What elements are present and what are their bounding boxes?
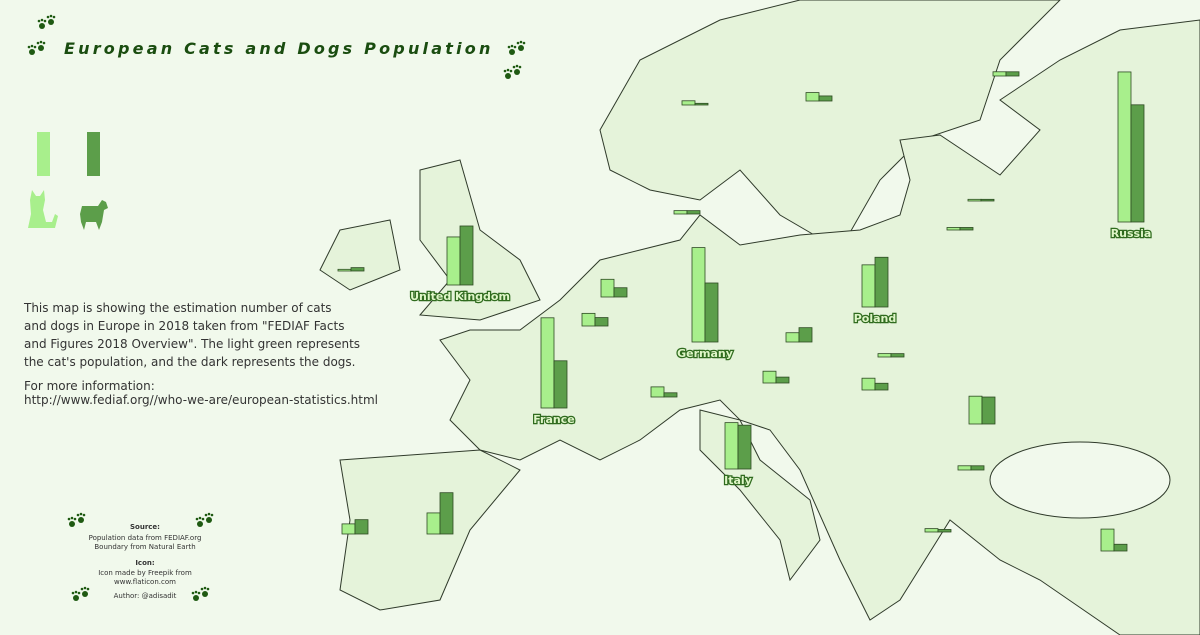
icon-line: Icon made by Freepik from bbox=[98, 569, 192, 577]
source-line: Population data from FEDIAF.org bbox=[89, 534, 202, 542]
legend-swatch bbox=[87, 132, 100, 176]
dog-bar bbox=[350, 267, 365, 272]
chart-title: European Cats and Dogs Population bbox=[64, 39, 494, 58]
dog-bar bbox=[459, 225, 474, 286]
icon-title: Icon: bbox=[135, 559, 155, 567]
source-line: Boundary from Natural Earth bbox=[94, 543, 195, 551]
ireland bbox=[319, 219, 401, 291]
cat-bar bbox=[861, 264, 876, 308]
dog-bar bbox=[874, 256, 889, 308]
author: Author: @adisadit bbox=[114, 592, 177, 600]
cat-bar bbox=[540, 317, 555, 409]
paw-icons bbox=[27, 14, 526, 601]
dog-bar bbox=[1113, 543, 1128, 552]
bars: Russia Germany France United Kingdom Italy Po… bbox=[337, 71, 1153, 552]
cat-bar bbox=[673, 210, 688, 215]
description-line: and Figures 2018 Overview". The light gr… bbox=[24, 337, 360, 351]
cat-bar bbox=[341, 523, 356, 535]
paw bbox=[27, 40, 46, 55]
description-line: This map is showing the estimation numbe… bbox=[23, 301, 332, 315]
country-label: Germany bbox=[677, 347, 733, 360]
dog-bar bbox=[970, 465, 985, 471]
country-label: United Kingdom bbox=[410, 290, 510, 303]
dog-bar bbox=[694, 102, 709, 106]
dog-bar bbox=[553, 360, 568, 409]
cat-bar bbox=[681, 100, 696, 106]
url: http://www.fediaf.org//who-we-are/europe… bbox=[24, 393, 378, 407]
cat-bar bbox=[762, 370, 777, 384]
dog-bar bbox=[980, 198, 995, 202]
paw bbox=[191, 586, 210, 601]
cat-bar bbox=[1117, 71, 1132, 223]
dog-icon bbox=[80, 200, 108, 230]
paw bbox=[195, 512, 214, 527]
cat-bar bbox=[861, 377, 876, 391]
cat-bar bbox=[785, 332, 800, 343]
dog-bar bbox=[613, 287, 628, 298]
paw bbox=[71, 586, 90, 601]
cat-bar bbox=[691, 247, 706, 343]
dog-bar bbox=[737, 424, 752, 470]
description-line: and dogs in Europe in 2018 taken from "F… bbox=[24, 319, 344, 333]
cat-bar bbox=[946, 227, 961, 231]
country-label: France bbox=[533, 413, 574, 426]
dog-bar bbox=[1005, 71, 1020, 77]
paw bbox=[67, 512, 86, 527]
cat-bar bbox=[337, 268, 352, 272]
dog-bar bbox=[354, 519, 369, 535]
cat-bar bbox=[968, 395, 983, 425]
more-info: For more information: bbox=[24, 379, 155, 393]
source-title: Source: bbox=[130, 523, 160, 531]
cat-bar bbox=[446, 236, 461, 286]
dog-bar bbox=[1130, 104, 1145, 223]
icon-line: www.flaticon.com bbox=[114, 578, 176, 586]
country-label: Poland bbox=[854, 312, 897, 325]
cat-bar bbox=[924, 528, 939, 533]
paw bbox=[507, 40, 526, 55]
country-label: Italy bbox=[724, 474, 752, 487]
dog-bar bbox=[959, 227, 974, 231]
cat-bar bbox=[805, 92, 820, 102]
cat-bar bbox=[877, 353, 892, 358]
dog-bar bbox=[981, 396, 996, 425]
cat-bar bbox=[581, 312, 596, 327]
black-sea bbox=[989, 441, 1171, 519]
cat-bar bbox=[957, 465, 972, 471]
legend-swatch bbox=[37, 132, 50, 176]
dog-bar bbox=[594, 317, 609, 327]
cat-bar bbox=[967, 198, 982, 202]
dog-bar bbox=[775, 376, 790, 384]
cat-icon bbox=[28, 190, 58, 228]
dog-bar bbox=[890, 353, 905, 358]
dog-bar bbox=[663, 392, 678, 398]
notes: This map is showing the estimation numbe… bbox=[23, 301, 378, 600]
dog-bar bbox=[874, 382, 889, 391]
description-line: the cat's population, and the dark repre… bbox=[24, 355, 355, 369]
dog-bar bbox=[818, 95, 833, 102]
cat-bar bbox=[992, 71, 1007, 77]
cat-bar bbox=[426, 512, 441, 535]
dog-bar bbox=[439, 492, 454, 535]
dog-bar bbox=[798, 327, 813, 343]
dog-bar bbox=[937, 529, 952, 533]
cat-bar bbox=[650, 386, 665, 398]
paw bbox=[37, 14, 56, 29]
scandinavia bbox=[599, 0, 1061, 251]
country-label: Russia bbox=[1111, 227, 1152, 240]
paw bbox=[503, 64, 522, 79]
cat-bar bbox=[724, 422, 739, 470]
legend bbox=[28, 132, 108, 230]
cat-bar bbox=[1100, 528, 1115, 552]
dog-bar bbox=[686, 210, 701, 215]
cat-bar bbox=[600, 278, 615, 298]
dog-bar bbox=[704, 282, 719, 343]
